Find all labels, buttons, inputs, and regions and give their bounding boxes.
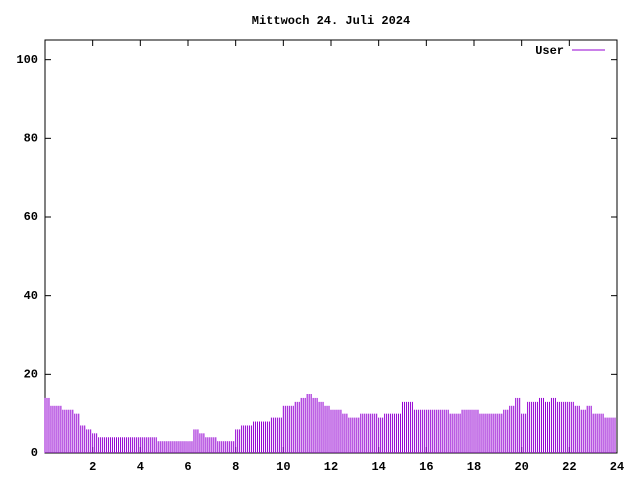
x-tick-label: 22 xyxy=(562,460,576,474)
y-tick-label: 20 xyxy=(24,368,38,382)
legend-label: User xyxy=(535,44,564,58)
y-tick-label: 0 xyxy=(31,446,38,460)
x-tick-label: 18 xyxy=(467,460,481,474)
y-tick-label: 100 xyxy=(16,53,38,67)
x-tick-label: 12 xyxy=(324,460,338,474)
x-tick-label: 8 xyxy=(232,460,239,474)
y-tick-label: 40 xyxy=(24,289,38,303)
y-tick-label: 80 xyxy=(24,132,38,146)
x-tick-label: 6 xyxy=(184,460,191,474)
plot-frame xyxy=(44,39,618,454)
chart-title: Mittwoch 24. Juli 2024 xyxy=(252,14,410,28)
y-tick-label: 60 xyxy=(24,210,38,224)
x-tick-label: 20 xyxy=(514,460,528,474)
x-tick-label: 4 xyxy=(137,460,144,474)
x-tick-label: 16 xyxy=(419,460,433,474)
x-tick-label: 24 xyxy=(610,460,624,474)
x-tick-label: 2 xyxy=(89,460,96,474)
x-tick-label: 10 xyxy=(276,460,290,474)
x-tick-label: 14 xyxy=(371,460,385,474)
